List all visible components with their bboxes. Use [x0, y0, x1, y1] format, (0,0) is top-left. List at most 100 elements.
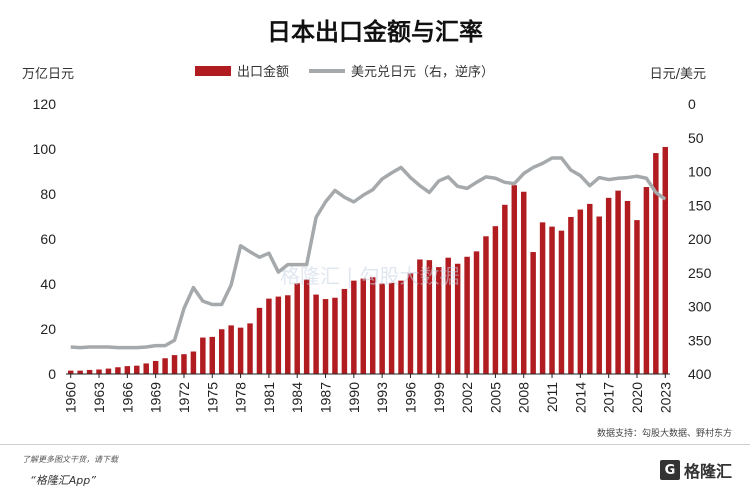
chart-legend: 出口金额 美元兑日元（右，逆序） — [195, 61, 494, 80]
bar-1999 — [436, 267, 442, 375]
x-tick-1966: 1966 — [119, 382, 135, 413]
data-source: 数据支持：勾股大数据、野村东方 — [596, 429, 732, 439]
x-tick-1969: 1969 — [148, 382, 164, 413]
x-tick-1990: 1990 — [346, 382, 362, 413]
bar-1991 — [360, 278, 367, 374]
bar-series-exports — [67, 146, 669, 375]
x-tick-2020: 2020 — [629, 382, 645, 413]
right-tick-150: 150 — [688, 197, 712, 213]
bar-1998 — [426, 260, 433, 374]
bar-1995 — [398, 280, 404, 375]
right-tick-300: 300 — [688, 299, 712, 315]
right-tick-200: 200 — [688, 231, 712, 247]
x-tick-2008: 2008 — [516, 382, 532, 413]
bar-1983 — [285, 295, 291, 374]
bar-1961 — [77, 370, 83, 375]
bar-2011 — [549, 226, 555, 375]
legend-label-exports: 出口金额 — [237, 65, 290, 80]
right-tick-350: 350 — [688, 332, 712, 348]
legend-label-usdjpy: 美元兑日元（右，逆序） — [351, 65, 495, 80]
footer-app-name: “格隆汇App” — [30, 474, 96, 487]
left-tick-60: 60 — [40, 231, 56, 247]
bar-1968 — [143, 363, 149, 374]
bar-2012 — [558, 230, 565, 374]
right-tick-0: 0 — [688, 96, 696, 112]
bar-1962 — [86, 369, 93, 374]
footer-divider — [0, 444, 750, 445]
bar-2007 — [511, 185, 518, 374]
bar-2009 — [530, 252, 536, 374]
bar-2014 — [577, 209, 584, 374]
line-series-usdjpy — [70, 156, 667, 350]
bar-1989 — [341, 288, 348, 374]
bar-2016 — [596, 216, 602, 374]
bar-1972 — [181, 354, 187, 374]
x-tick-1963: 1963 — [91, 382, 107, 413]
bar-1964 — [105, 368, 112, 374]
bar-2021 — [643, 187, 650, 374]
bar-1985 — [303, 279, 310, 374]
bar-1963 — [96, 369, 102, 374]
bar-1992 — [369, 277, 376, 374]
bar-1981 — [266, 298, 272, 375]
right-tick-100: 100 — [688, 164, 712, 180]
legend-swatch-exports — [195, 65, 231, 76]
x-tick-1978: 1978 — [233, 382, 249, 413]
brand-logo: G 格隆汇 — [659, 458, 732, 482]
x-tick-1960: 1960 — [63, 382, 79, 413]
x-tick-2017: 2017 — [601, 382, 617, 413]
bar-1965 — [115, 367, 121, 374]
x-axis-ticks: 1960 1963 1966 1969 1972 1975 1978 1981 1984 1987… — [63, 374, 673, 413]
bar-2010 — [539, 222, 546, 374]
left-tick-100: 100 — [33, 141, 57, 157]
bar-1977 — [228, 325, 234, 374]
bar-2017 — [605, 197, 612, 374]
x-tick-1984: 1984 — [289, 382, 305, 413]
left-axis-unit: 万亿日元 — [22, 67, 75, 82]
bar-1973 — [190, 351, 197, 374]
legend-swatch-usdjpy — [309, 68, 346, 73]
bar-2001 — [454, 263, 461, 374]
x-tick-1975: 1975 — [204, 382, 220, 413]
left-tick-0: 0 — [48, 366, 56, 382]
bar-1982 — [275, 296, 282, 374]
bar-1990 — [351, 280, 357, 375]
bar-1976 — [218, 329, 225, 374]
bar-2020 — [634, 220, 640, 374]
bar-2022 — [653, 153, 659, 374]
left-tick-20: 20 — [40, 321, 56, 337]
x-tick-1972: 1972 — [176, 382, 192, 413]
x-tick-2002: 2002 — [459, 382, 475, 413]
bar-2015 — [587, 203, 593, 374]
x-tick-2014: 2014 — [572, 382, 588, 413]
bar-1979 — [247, 323, 253, 375]
bar-1969 — [152, 360, 159, 374]
x-tick-1993: 1993 — [374, 382, 390, 413]
left-tick-120: 120 — [33, 96, 57, 112]
x-tick-1999: 1999 — [431, 382, 447, 413]
x-tick-2005: 2005 — [487, 382, 503, 413]
brand-name: 格隆汇 — [683, 462, 732, 481]
bar-1980 — [256, 307, 263, 374]
left-tick-80: 80 — [40, 186, 56, 202]
bar-2005 — [492, 226, 499, 374]
bar-1993 — [379, 283, 385, 374]
bar-1974 — [200, 337, 206, 374]
right-tick-400: 400 — [688, 366, 712, 382]
bar-1984 — [294, 283, 300, 374]
bar-1994 — [388, 282, 395, 375]
bar-2004 — [483, 236, 489, 374]
bar-1987 — [322, 299, 329, 374]
brand-logo-icon: G — [659, 460, 680, 480]
bar-1960 — [67, 370, 74, 375]
bar-2006 — [502, 204, 508, 374]
left-axis-ticks: 0 20 40 60 80 100 120 — [33, 96, 57, 382]
right-axis-unit: 日元/美元 — [649, 67, 706, 82]
bar-2003 — [473, 251, 480, 375]
bar-1967 — [134, 365, 140, 374]
bar-1997 — [417, 259, 423, 374]
x-tick-2011: 2011 — [544, 382, 560, 412]
bar-1970 — [162, 358, 168, 374]
bar-2013 — [568, 216, 574, 374]
